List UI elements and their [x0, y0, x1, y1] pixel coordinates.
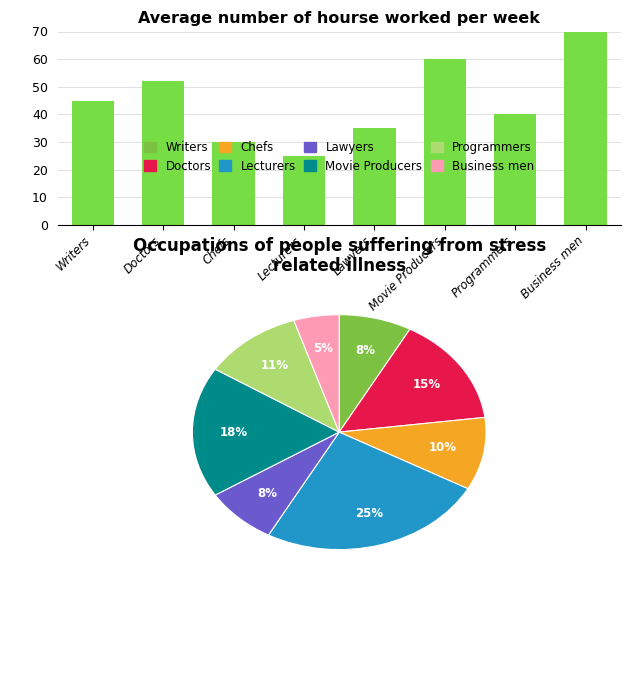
Bar	[142, 81, 184, 225]
Text: 8%: 8%	[257, 487, 277, 500]
Wedge shape	[268, 432, 468, 550]
Title: Occupations of people suffering from stress
related illness: Occupations of people suffering from str…	[132, 237, 546, 275]
Bar	[564, 32, 607, 225]
Text: 18%: 18%	[220, 426, 248, 439]
Text: 5%: 5%	[313, 342, 333, 355]
Wedge shape	[215, 432, 339, 535]
Bar	[494, 114, 536, 225]
Text: 15%: 15%	[413, 378, 441, 391]
Wedge shape	[193, 369, 339, 495]
Wedge shape	[294, 315, 339, 432]
Text: 11%: 11%	[260, 359, 289, 372]
Legend: Writers, Doctors, Chefs, Lecturers, Lawyers, Movie Producers, Programmers, Busin: Writers, Doctors, Chefs, Lecturers, Lawy…	[142, 139, 536, 175]
Wedge shape	[339, 315, 410, 432]
Bar	[72, 101, 114, 225]
Wedge shape	[339, 417, 486, 489]
Bar	[353, 128, 396, 225]
Wedge shape	[215, 321, 339, 432]
Text: Hours worked and stress levels amongst professionals in eight groups: Hours worked and stress levels amongst p…	[75, 650, 604, 662]
Bar	[212, 142, 255, 225]
Wedge shape	[339, 329, 485, 432]
Text: 8%: 8%	[355, 344, 376, 357]
Text: 10%: 10%	[429, 442, 457, 454]
Bar	[424, 59, 466, 225]
Text: 25%: 25%	[355, 507, 383, 520]
Title: Average number of hourse worked per week: Average number of hourse worked per week	[138, 11, 540, 26]
Bar	[283, 155, 325, 225]
